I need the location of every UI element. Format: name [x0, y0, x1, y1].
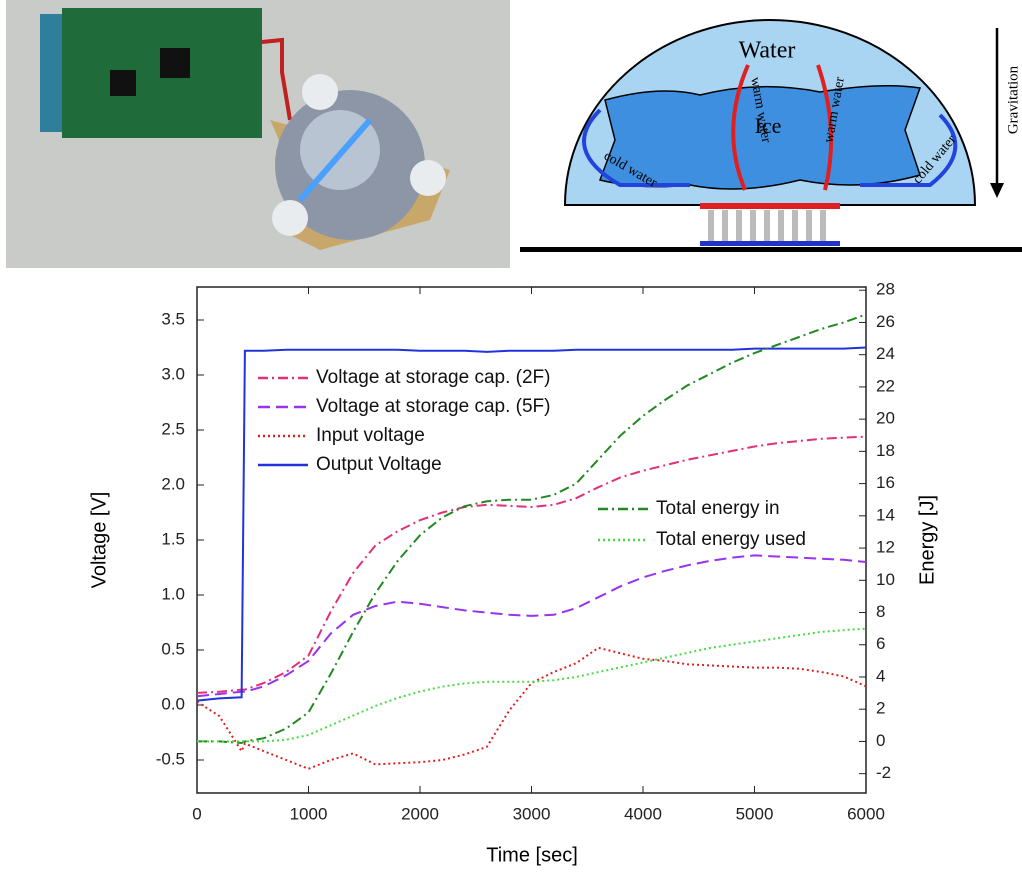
y2-tick-label: 16	[876, 473, 895, 492]
y-tick-label: 1.0	[161, 584, 185, 603]
y-tick-label: 1.5	[161, 529, 185, 548]
legend-label: Voltage at storage cap. (5F)	[316, 396, 550, 417]
legend-label: Output Voltage	[316, 454, 442, 475]
x-tick-label: 5000	[736, 804, 774, 823]
y2-axis-label: Energy [J]	[916, 495, 938, 585]
diagram: Water Ice warm water warm water cold wat…	[520, 20, 1022, 252]
series-line	[197, 555, 866, 696]
legend-label: Total energy in	[656, 498, 780, 519]
y2-tick-label: 14	[876, 505, 895, 524]
x-tick-label: 0	[192, 804, 201, 823]
y2-tick-label: 22	[876, 376, 895, 395]
y2-tick-label: -2	[876, 763, 891, 782]
x-tick-label: 6000	[847, 804, 885, 823]
y-tick-label: -0.5	[156, 749, 185, 768]
y-tick-label: 3.5	[161, 309, 185, 328]
legend-label: Voltage at storage cap. (2F)	[316, 367, 550, 388]
y-tick-label: 2.5	[161, 419, 185, 438]
series-line	[197, 648, 866, 769]
y2-tick-label: 26	[876, 312, 895, 331]
y-axis-label: Voltage [V]	[88, 492, 110, 589]
diagram-label: Water	[739, 38, 796, 64]
x-tick-label: 3000	[513, 804, 551, 823]
figure: Water Ice warm water warm water cold wat…	[0, 0, 1022, 870]
y2-tick-label: 18	[876, 441, 895, 460]
y2-tick-label: 24	[876, 344, 895, 363]
photo	[6, 0, 510, 268]
y2-tick-label: 10	[876, 570, 895, 589]
legend-label: Input voltage	[316, 425, 425, 446]
y2-tick-label: 28	[876, 280, 895, 299]
series-line	[197, 437, 866, 693]
y2-tick-label: 6	[876, 634, 885, 653]
y2-tick-label: 4	[876, 666, 885, 685]
y2-tick-label: 8	[876, 602, 885, 621]
y2-tick-label: 0	[876, 731, 885, 750]
chart: Time [sec] Voltage [V] Energy [J] 0 1000 2…	[88, 280, 938, 867]
legend-label: Total energy used	[656, 529, 806, 550]
y2-tick-label: 12	[876, 538, 895, 557]
x-tick-label: 2000	[401, 804, 439, 823]
x-axis-label: Time [sec]	[486, 844, 578, 866]
y2-tick-label: 2	[876, 699, 885, 718]
y-tick-label: 3.0	[161, 364, 185, 383]
y-tick-label: 0.5	[161, 639, 185, 658]
series-line	[197, 629, 866, 742]
y-tick-label: 2.0	[161, 474, 185, 493]
x-tick-label: 1000	[290, 804, 328, 823]
y-tick-label: 0.0	[161, 694, 185, 713]
y2-tick-label: 20	[876, 409, 895, 428]
diagram-label: Gravitation	[1005, 65, 1021, 134]
x-tick-label: 4000	[624, 804, 662, 823]
